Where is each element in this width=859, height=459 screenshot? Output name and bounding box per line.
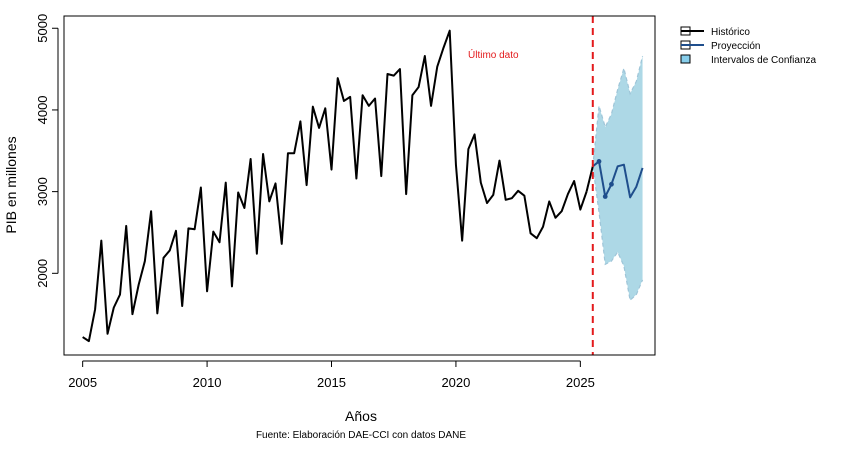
y-axis: 2000 3000 4000 5000 — [35, 14, 59, 288]
legend-swatch-intervalo — [680, 54, 691, 64]
y-tick-label: 4000 — [35, 95, 50, 124]
proyeccion-point — [602, 194, 608, 199]
legend-label-historico: Histórico — [711, 27, 750, 38]
series-line-historico — [82, 29, 588, 343]
y-tick-label: 2000 — [35, 259, 50, 288]
x-tick-label: 2010 — [193, 375, 222, 390]
y-axis-title: PIB en millones — [3, 136, 19, 233]
y-tick-label: 5000 — [35, 14, 50, 43]
x-axis: 2005 2010 2015 2020 2025 — [68, 360, 595, 390]
legend-label-intervalo: Intervalos de Confianza — [711, 55, 817, 66]
plot-frame — [63, 15, 656, 356]
x-tick-label: 2020 — [441, 375, 470, 390]
legend: Histórico Proyección Intervalos de Confi… — [680, 26, 817, 66]
y-tick-label: 3000 — [35, 177, 50, 206]
x-tick-label: 2025 — [566, 375, 595, 390]
legend-label-proyeccion: Proyección — [711, 41, 760, 52]
x-tick-label: 2015 — [317, 375, 346, 390]
confidence-interval-band — [592, 56, 643, 301]
confidence-band-layer — [592, 55, 644, 302]
upper-bound-line — [592, 55, 644, 167]
series-line-proyeccion — [592, 160, 644, 199]
last-data-annotation: Último dato — [468, 48, 519, 61]
series-layer — [82, 29, 644, 343]
source-note: Fuente: Elaboración DAE-CCI con datos DA… — [256, 430, 466, 441]
series-connector — [585, 166, 594, 192]
x-tick-label: 2005 — [68, 375, 97, 390]
lower-bound-line — [592, 166, 644, 302]
proyeccion-point — [596, 159, 602, 164]
x-axis-title: Años — [345, 408, 377, 424]
proyeccion-point — [609, 181, 614, 187]
